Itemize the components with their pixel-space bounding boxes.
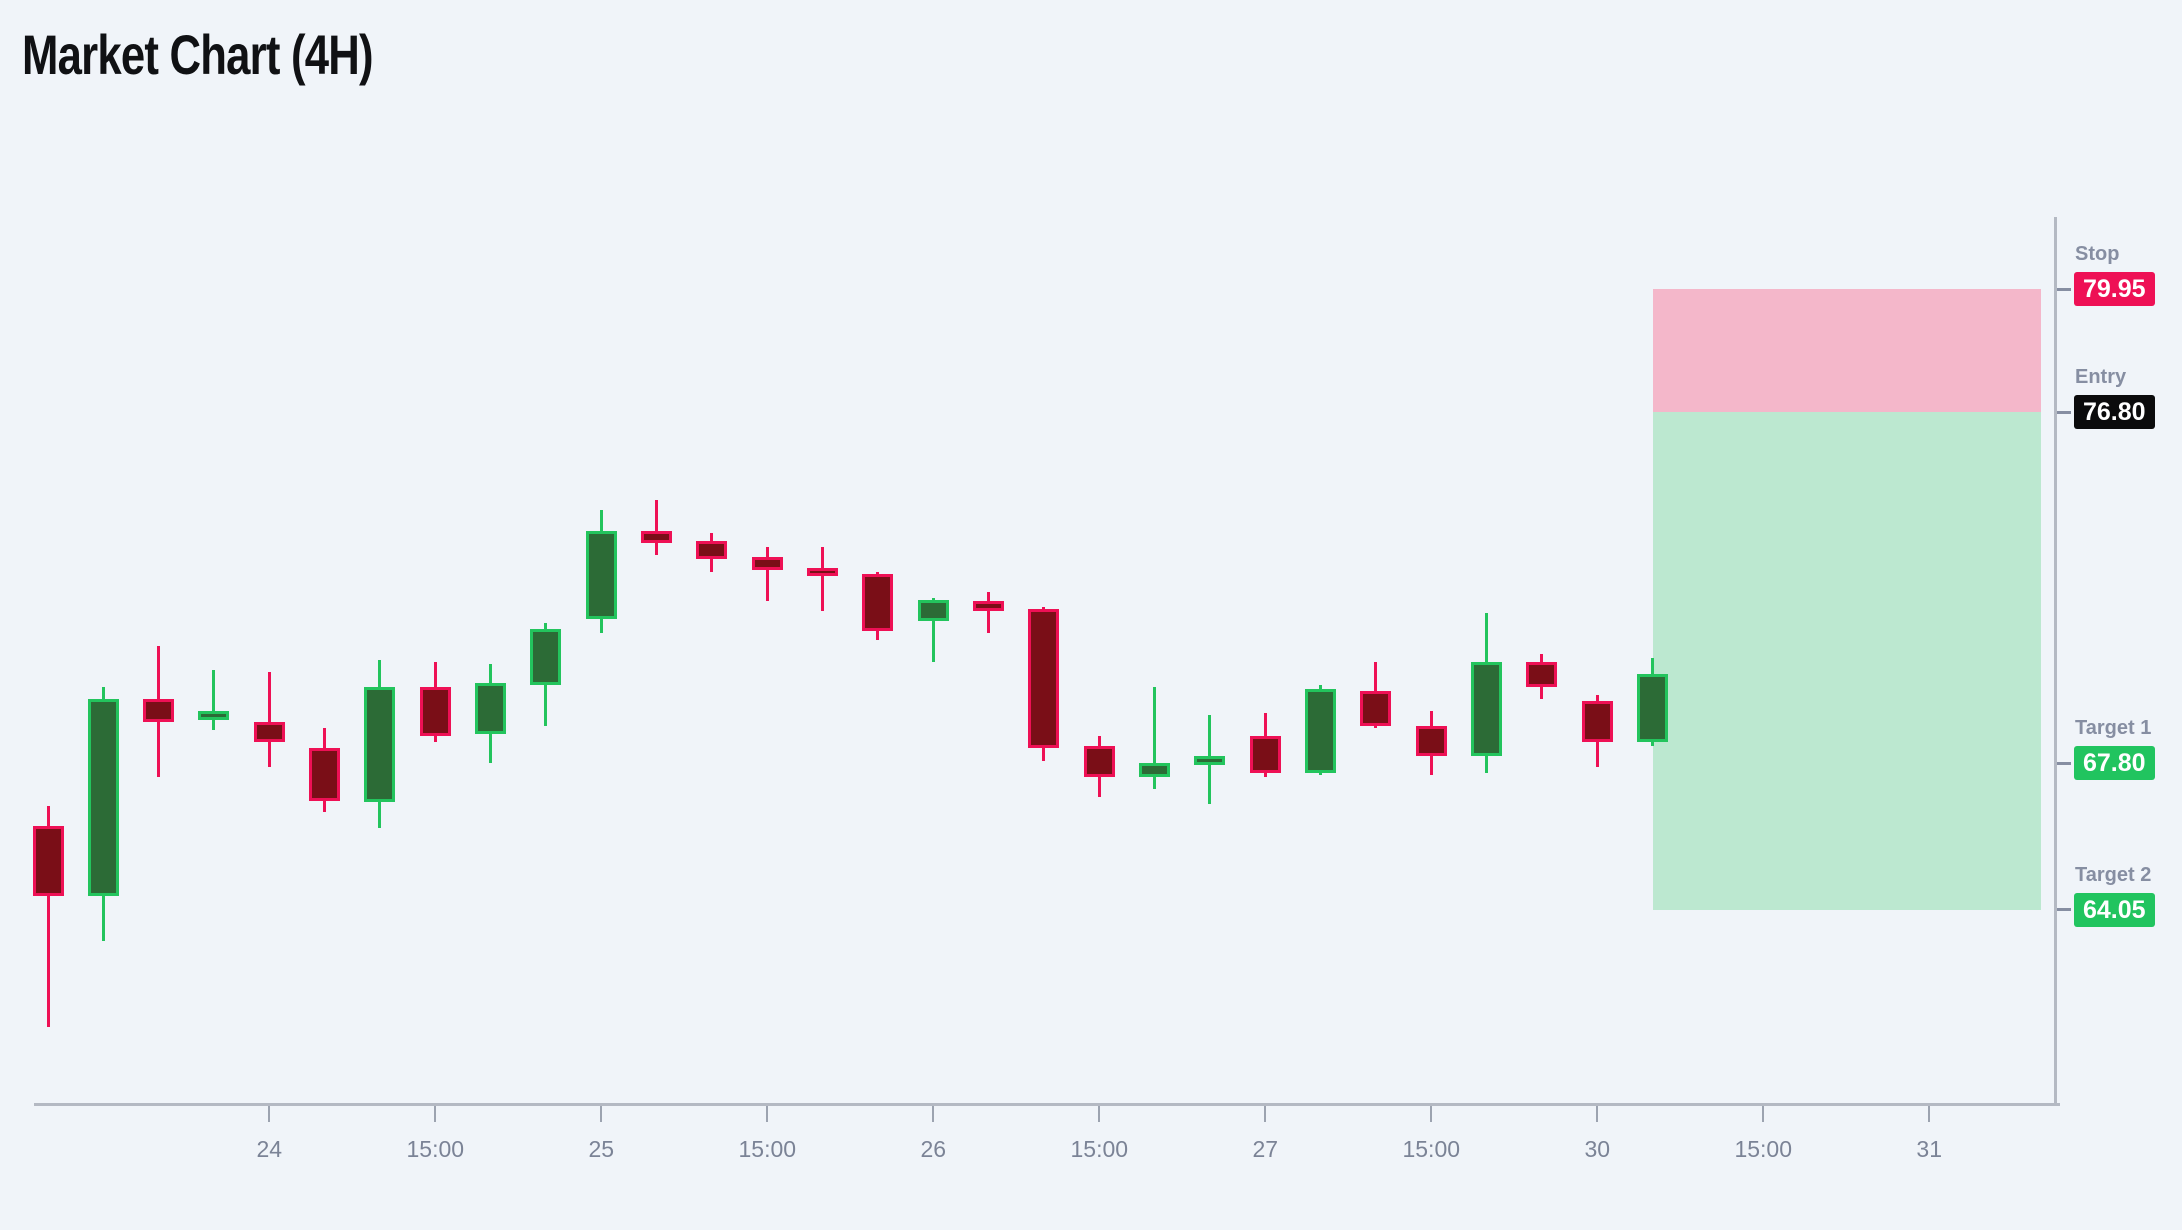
x-tick bbox=[1596, 1106, 1599, 1122]
candle-body bbox=[973, 601, 1005, 612]
candle-body bbox=[807, 568, 839, 577]
candle-body bbox=[198, 710, 230, 721]
x-tick-label: 25 bbox=[588, 1136, 615, 1162]
candle-body bbox=[1028, 609, 1060, 748]
candle-body bbox=[1415, 726, 1447, 756]
candle-body bbox=[419, 687, 451, 737]
candle-body bbox=[364, 687, 396, 803]
level-badge-target[interactable]: 67.80 bbox=[2074, 746, 2155, 781]
x-tick-label: 26 bbox=[920, 1136, 947, 1162]
candle-body bbox=[1526, 661, 1558, 688]
candle-body bbox=[862, 574, 894, 631]
candle-wick bbox=[212, 669, 216, 731]
candle-wick bbox=[1153, 687, 1157, 789]
x-tick-label: 15:00 bbox=[1070, 1136, 1129, 1162]
x-tick bbox=[1762, 1106, 1765, 1122]
candle-body bbox=[1194, 755, 1226, 766]
x-tick bbox=[932, 1106, 935, 1122]
candle-body bbox=[696, 540, 728, 559]
x-tick-label: 15:00 bbox=[738, 1136, 797, 1162]
candle-body bbox=[475, 683, 507, 735]
candle-body bbox=[917, 599, 949, 621]
level-tick bbox=[2057, 410, 2071, 414]
profit-zone bbox=[1652, 412, 2041, 910]
candle-body bbox=[1083, 745, 1115, 778]
level-badge-target[interactable]: 64.05 bbox=[2074, 892, 2155, 927]
candle-body bbox=[1360, 691, 1392, 727]
x-tick bbox=[1264, 1106, 1267, 1122]
x-tick-label: 30 bbox=[1584, 1136, 1611, 1162]
x-axis-line bbox=[34, 1103, 2060, 1106]
x-tick-label: 27 bbox=[1252, 1136, 1279, 1162]
candle-body bbox=[1581, 700, 1613, 742]
price-axis-line bbox=[2054, 217, 2057, 1106]
x-tick-label: 15:00 bbox=[1734, 1136, 1792, 1162]
x-tick-label: 31 bbox=[1916, 1136, 1943, 1162]
candle-body bbox=[751, 556, 783, 571]
level-label-stop: Stop bbox=[2075, 243, 2120, 266]
level-tick bbox=[2057, 287, 2071, 291]
level-tick bbox=[2057, 908, 2071, 912]
candle-body bbox=[143, 699, 175, 723]
candle-wick bbox=[821, 546, 825, 612]
candle-body bbox=[641, 531, 673, 543]
stop-zone bbox=[1652, 289, 2041, 413]
x-tick bbox=[1928, 1106, 1931, 1122]
level-label-target: Target 2 bbox=[2075, 863, 2152, 886]
x-tick bbox=[434, 1106, 437, 1122]
x-tick bbox=[1098, 1106, 1101, 1122]
candle-body bbox=[87, 699, 119, 897]
candle-body bbox=[1471, 661, 1503, 756]
candle-wick bbox=[655, 499, 659, 555]
x-tick bbox=[1430, 1106, 1433, 1122]
level-badge-stop[interactable]: 79.95 bbox=[2074, 272, 2155, 307]
candle-body bbox=[309, 747, 341, 801]
page-title: Market Chart (4H) bbox=[22, 23, 374, 86]
x-tick-label: 24 bbox=[256, 1136, 283, 1162]
x-tick bbox=[268, 1106, 271, 1122]
level-label-target: Target 1 bbox=[2075, 717, 2152, 740]
x-tick bbox=[600, 1106, 603, 1122]
level-badge-entry[interactable]: 76.80 bbox=[2074, 395, 2155, 430]
candle-body bbox=[1139, 763, 1171, 778]
x-tick bbox=[766, 1106, 769, 1122]
candle-body bbox=[585, 531, 617, 619]
x-tick-label: 15:00 bbox=[1402, 1136, 1461, 1162]
candle-body bbox=[32, 825, 64, 897]
candle-wick bbox=[765, 546, 769, 602]
candle-wick bbox=[46, 806, 50, 1027]
candle-wick bbox=[987, 591, 991, 633]
candle-body bbox=[253, 722, 285, 742]
level-tick bbox=[2057, 761, 2071, 765]
candle-body bbox=[530, 628, 562, 686]
candle-body bbox=[1305, 689, 1337, 774]
x-tick-label: 15:00 bbox=[406, 1136, 465, 1162]
candle-wick bbox=[267, 671, 271, 768]
level-label-entry: Entry bbox=[2075, 366, 2127, 389]
candle-wick bbox=[931, 597, 935, 662]
candle-body bbox=[1249, 736, 1281, 774]
candle-body bbox=[1637, 673, 1669, 742]
